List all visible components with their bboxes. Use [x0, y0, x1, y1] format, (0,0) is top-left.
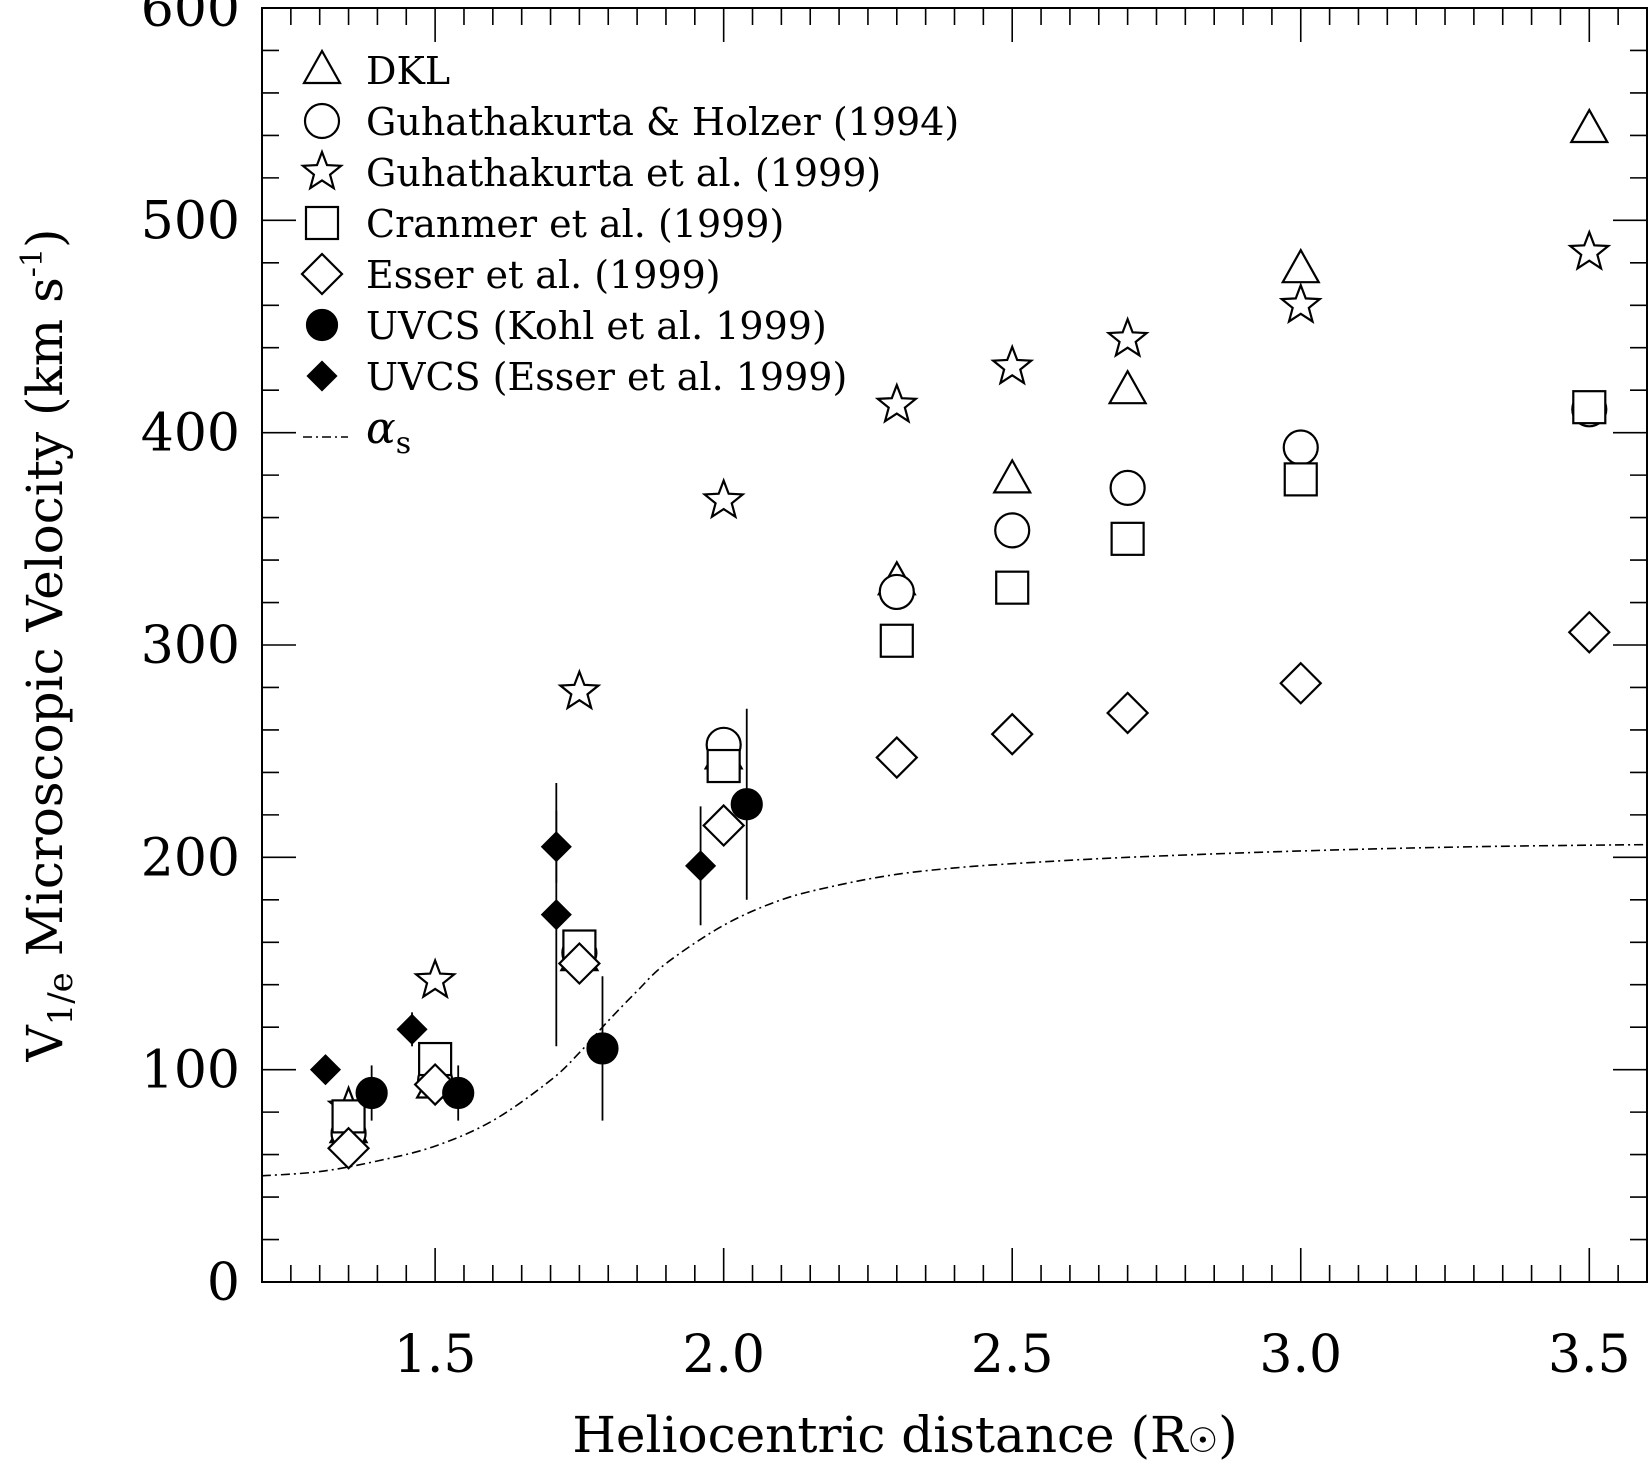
data-markers: [309, 107, 1612, 1170]
x-tick-label: 3.5: [1548, 1325, 1631, 1385]
x-tick-label: 3.0: [1259, 1325, 1342, 1385]
series-4-point: [1106, 691, 1150, 735]
legend-marker: [300, 252, 344, 296]
legend-label: Cranmer et al. (1999): [366, 202, 784, 246]
series-1-point: [994, 512, 1031, 549]
y-tick-label: 0: [207, 1253, 240, 1313]
series-5-point: [730, 788, 763, 821]
series-4-point: [875, 735, 919, 780]
legend-marker: [306, 360, 338, 392]
legend-marker: [304, 205, 340, 241]
legend-label: Guhathakurta et al. (1999): [366, 151, 881, 195]
alpha-s-curve: [261, 843, 1648, 1177]
series-3-point: [995, 570, 1030, 605]
series-0-point: [1107, 368, 1148, 405]
series-2-point: [990, 343, 1035, 386]
legend-label: UVCS (Kohl et al. 1999): [366, 304, 827, 348]
series-4-point: [702, 803, 746, 848]
axis-tick-labels: 1.5 2.0 2.5 3.0 3.5 0 100 200 300 400 500 600: [141, 0, 1631, 1385]
series-1-point: [1282, 429, 1319, 466]
y-tick-label: 200: [141, 828, 240, 888]
legend-marker: [303, 102, 341, 140]
series-2-point: [1278, 282, 1323, 324]
series-4-point: [327, 1126, 371, 1170]
axis-ticks: [261, 7, 1648, 1283]
legend-marker: [302, 48, 342, 85]
y-tick-label: 500: [141, 191, 240, 251]
series-3-point: [1572, 390, 1607, 425]
y-axis-title: V1/e Microscopic Velocity (km s-1): [15, 228, 81, 1062]
y-tick-label: 600: [141, 0, 240, 39]
legend-label: DKL: [366, 49, 450, 93]
y-tick-label: 400: [141, 404, 240, 464]
legend-label: Esser et al. (1999): [366, 253, 721, 297]
sun-symbol-icon: ☉: [1188, 1421, 1218, 1461]
legend: DKL Guhathakurta & Holzer (1994) Guhathaku…: [300, 48, 959, 461]
series-5-point: [355, 1076, 388, 1110]
series-5-point: [586, 1032, 619, 1065]
series-2-point: [1567, 229, 1612, 271]
error-bars: [324, 708, 748, 1121]
series-3-point: [1283, 462, 1318, 497]
legend-label: αs: [366, 403, 411, 461]
x-tick-label: 2.0: [682, 1325, 765, 1385]
legend-marker: [300, 148, 344, 191]
series-2-point: [557, 668, 602, 711]
series-2-point: [413, 957, 458, 1000]
legend-label: UVCS (Esser et al. 1999): [366, 355, 847, 399]
series-2-point: [1105, 316, 1150, 358]
series-4-point: [1279, 661, 1323, 705]
series-0-point: [1280, 247, 1321, 284]
series-0-point: [1569, 107, 1610, 144]
y-tick-label: 300: [141, 616, 240, 676]
series-6-point: [309, 1054, 342, 1086]
series-6-point: [396, 1013, 428, 1045]
series-5-point: [442, 1076, 475, 1110]
series-3-point: [1110, 521, 1145, 556]
series-2-point: [701, 477, 746, 520]
series-4-point: [990, 712, 1034, 756]
series-3-point: [706, 748, 741, 784]
x-axis-title: Heliocentric distance (R☉): [572, 1406, 1237, 1464]
x-tick-label: 2.5: [971, 1325, 1054, 1385]
alpha-s-curve-layer: [261, 843, 1648, 1177]
series-1-point: [878, 573, 915, 611]
y-tick-label: 100: [141, 1041, 240, 1101]
legend-marker: [305, 308, 339, 342]
series-6-point: [540, 831, 572, 863]
series-0-point: [992, 458, 1033, 494]
x-tick-label: 1.5: [394, 1325, 477, 1385]
series-4-point: [557, 941, 601, 986]
series-4-point: [1567, 610, 1611, 654]
series-3-point: [879, 623, 914, 658]
series-6-point: [540, 899, 572, 931]
legend-label: Guhathakurta & Holzer (1994): [366, 100, 959, 144]
series-1-point: [1109, 469, 1146, 506]
series-6-point: [685, 850, 717, 882]
series-2-point: [874, 381, 919, 424]
